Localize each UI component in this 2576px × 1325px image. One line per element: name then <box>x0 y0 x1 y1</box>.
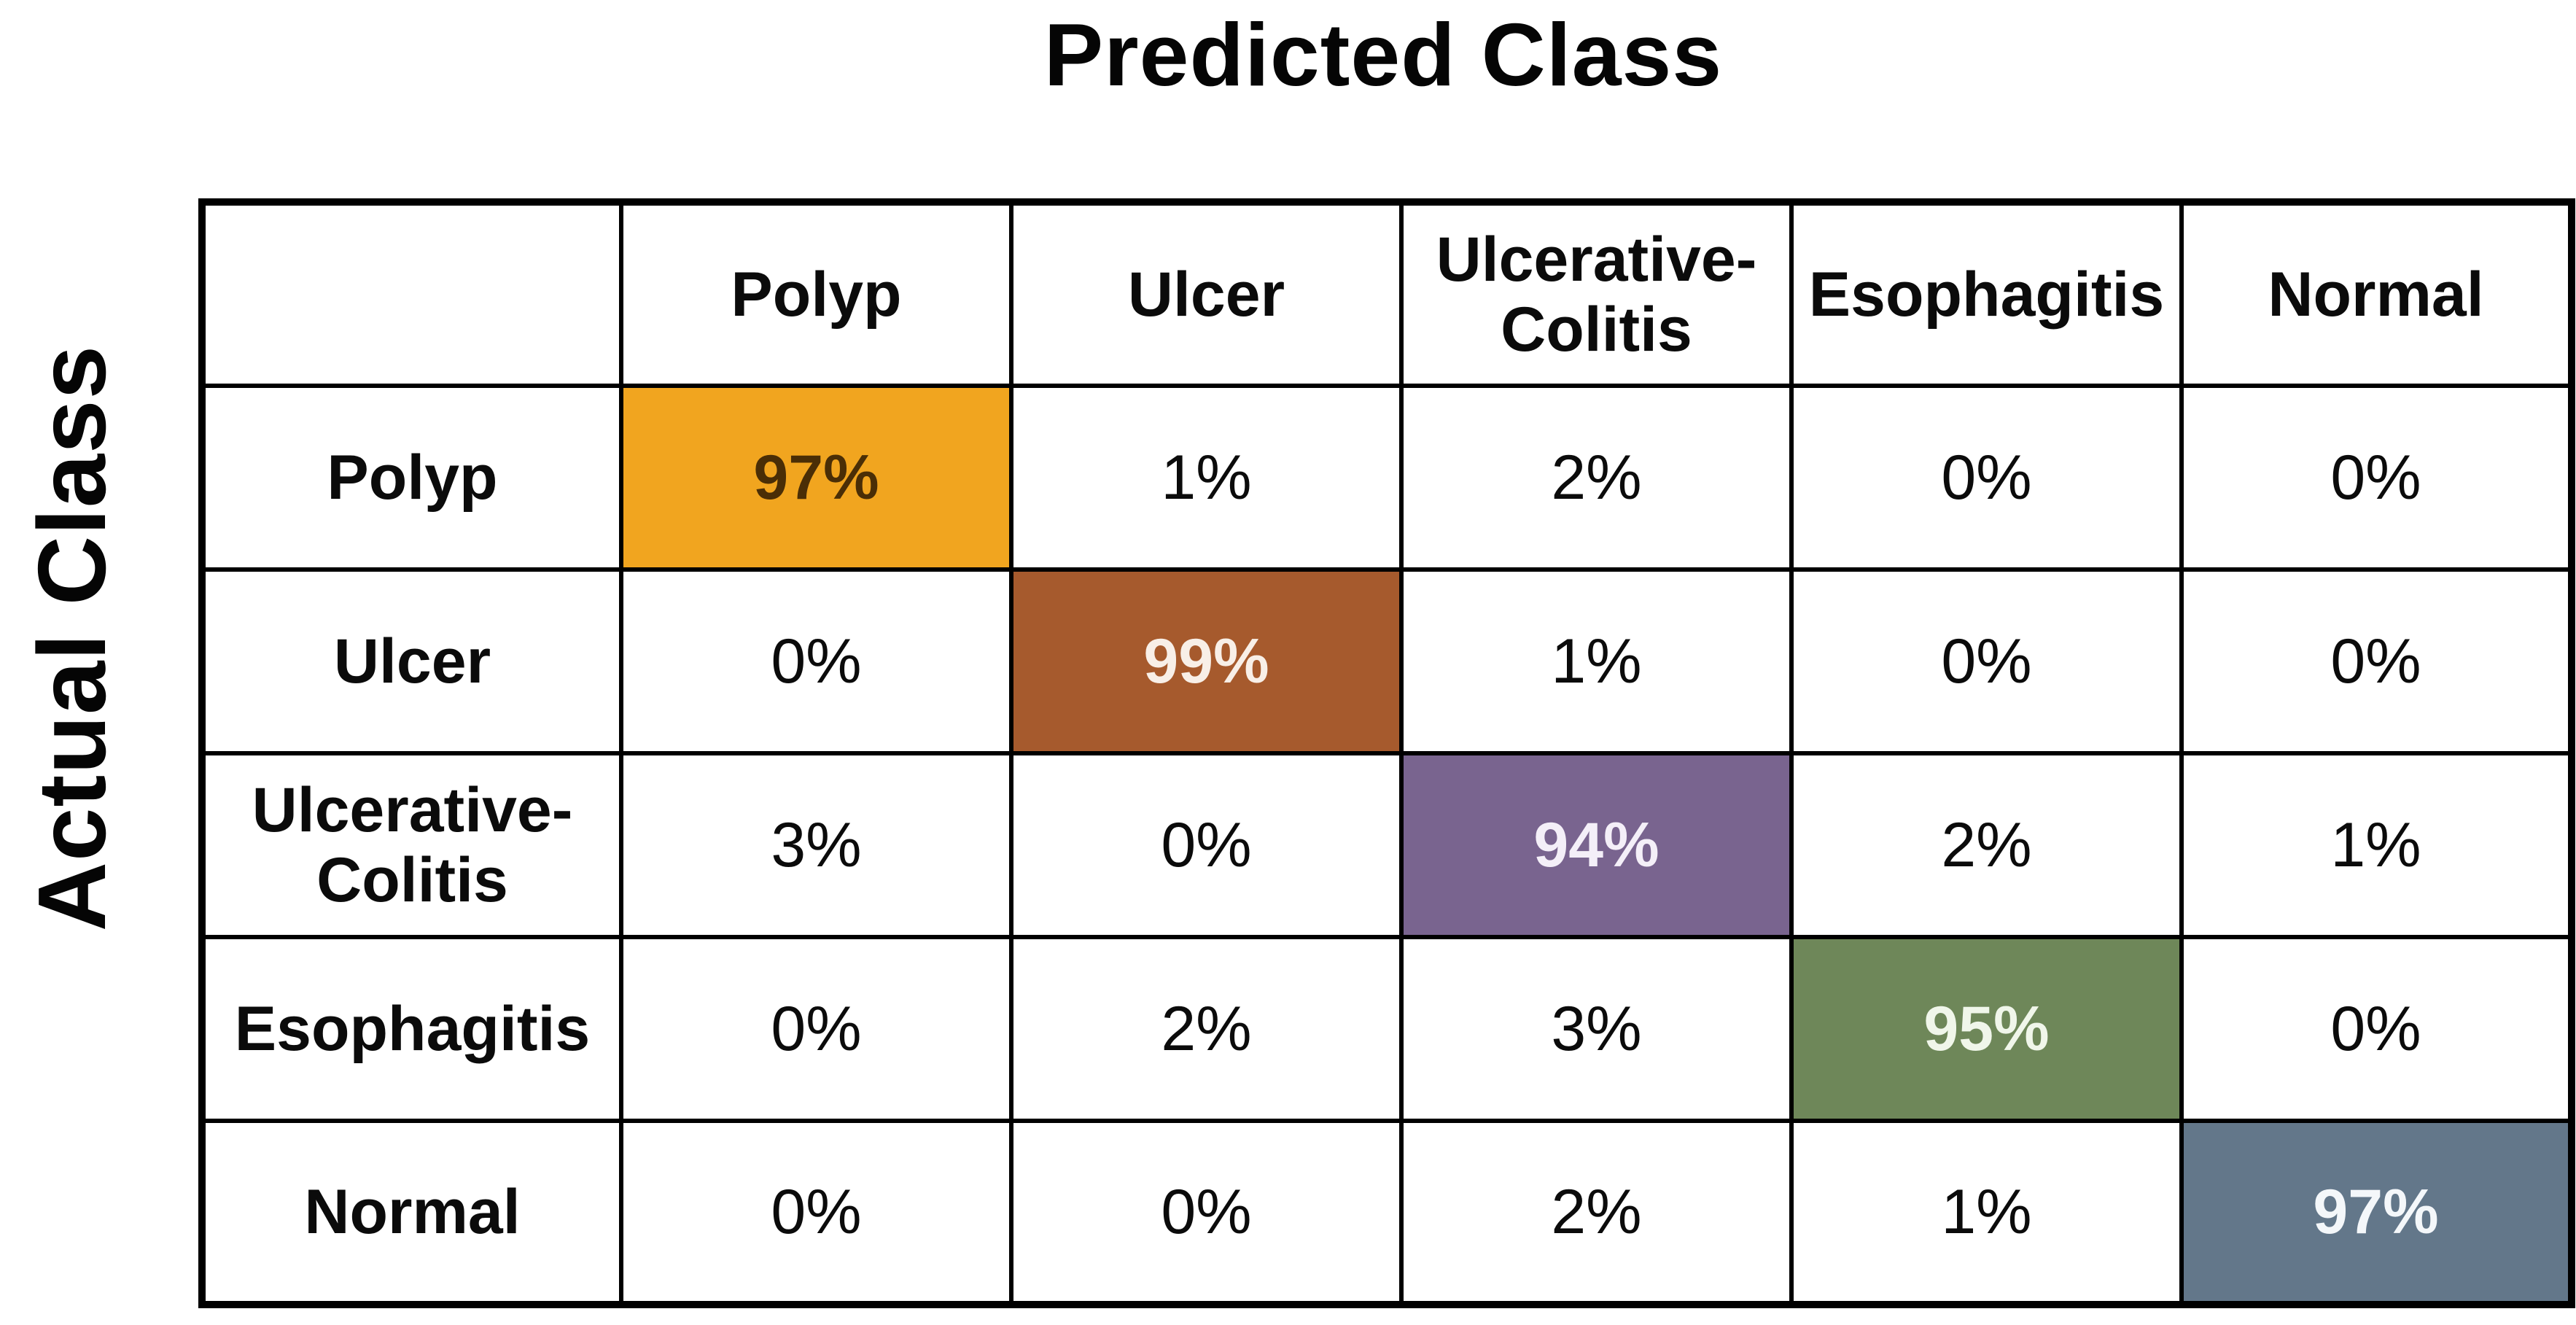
row-header-esophagitis: Esophagitis <box>200 935 623 1123</box>
cell-ulcer-normal: 0% <box>2179 567 2574 755</box>
cell-esophagitis-polyp: 0% <box>619 935 1013 1123</box>
col-header-esophagitis: Esophagitis <box>1789 200 2184 388</box>
cell-normal-ulcerative-colitis: 2% <box>1399 1119 1794 1307</box>
matrix-row-normal: Normal 0% 0% 2% 1% 97% <box>200 1119 2574 1307</box>
corner-cell <box>200 200 623 388</box>
cell-polyp-polyp: 97% <box>619 384 1013 572</box>
matrix-body: Polyp 97% 1% 2% 0% 0% Ulcer 0% 99% 1% 0% 0% Ulcerati… <box>200 384 2574 1307</box>
col-header-ulcerative-colitis: Ulcerative-Colitis <box>1399 200 1794 388</box>
cell-ulcerative-colitis-normal: 1% <box>2179 751 2574 939</box>
y-axis-label-container: Actual Class <box>6 325 137 952</box>
cell-esophagitis-ulcer: 2% <box>1009 935 1404 1123</box>
cell-polyp-esophagitis: 0% <box>1789 384 2184 572</box>
cell-polyp-ulcerative-colitis: 2% <box>1399 384 1794 572</box>
row-header-ulcer: Ulcer <box>200 567 623 755</box>
cell-normal-esophagitis: 1% <box>1789 1119 2184 1307</box>
cell-ulcerative-colitis-esophagitis: 2% <box>1789 751 2184 939</box>
matrix-row-polyp: Polyp 97% 1% 2% 0% 0% <box>200 384 2574 572</box>
header-row: Polyp Ulcer Ulcerative-Colitis Esophagitis N… <box>200 200 2574 388</box>
cell-ulcer-esophagitis: 0% <box>1789 567 2184 755</box>
cell-ulcerative-colitis-ulcer: 0% <box>1009 751 1404 939</box>
cell-esophagitis-esophagitis: 95% <box>1789 935 2184 1123</box>
confusion-matrix-table: Polyp Ulcer Ulcerative-Colitis Esophagitis N… <box>198 198 2575 1308</box>
row-header-ulcerative-colitis: Ulcerative-Colitis <box>200 751 623 939</box>
cell-polyp-normal: 0% <box>2179 384 2574 572</box>
matrix-row-esophagitis: Esophagitis 0% 2% 3% 95% 0% <box>200 935 2574 1123</box>
cell-ulcerative-colitis-polyp: 3% <box>619 751 1013 939</box>
cell-esophagitis-normal: 0% <box>2179 935 2574 1123</box>
cell-normal-polyp: 0% <box>619 1119 1013 1307</box>
matrix-row-ulcer: Ulcer 0% 99% 1% 0% 0% <box>200 567 2574 755</box>
row-header-polyp: Polyp <box>200 384 623 572</box>
predicted-class-title: Predicted Class <box>1043 5 1723 104</box>
cell-ulcer-polyp: 0% <box>619 567 1013 755</box>
cell-esophagitis-ulcerative-colitis: 3% <box>1399 935 1794 1123</box>
cell-ulcer-ulcerative-colitis: 1% <box>1399 567 1794 755</box>
col-header-normal: Normal <box>2179 200 2574 388</box>
row-header-normal: Normal <box>200 1119 623 1307</box>
actual-class-label: Actual Class <box>17 344 125 932</box>
cell-polyp-ulcer: 1% <box>1009 384 1404 572</box>
cell-normal-ulcer: 0% <box>1009 1119 1404 1307</box>
cell-ulcer-ulcer: 99% <box>1009 567 1404 755</box>
col-header-ulcer: Ulcer <box>1009 200 1404 388</box>
col-header-polyp: Polyp <box>619 200 1013 388</box>
cell-ulcerative-colitis-ulcerative-colitis: 94% <box>1399 751 1794 939</box>
matrix-row-ulcerative-colitis: Ulcerative-Colitis 3% 0% 94% 2% 1% <box>200 751 2574 939</box>
cell-normal-normal: 97% <box>2179 1119 2574 1307</box>
